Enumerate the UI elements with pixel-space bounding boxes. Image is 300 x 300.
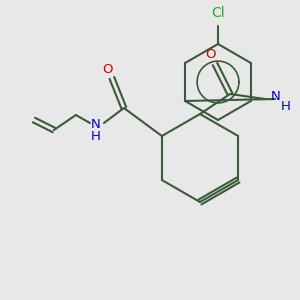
Text: O: O: [103, 63, 113, 76]
Text: N: N: [91, 118, 101, 131]
Text: N: N: [271, 91, 281, 103]
Text: Cl: Cl: [211, 6, 225, 20]
Text: H: H: [281, 100, 291, 113]
Text: H: H: [91, 130, 101, 142]
Text: O: O: [206, 48, 216, 61]
